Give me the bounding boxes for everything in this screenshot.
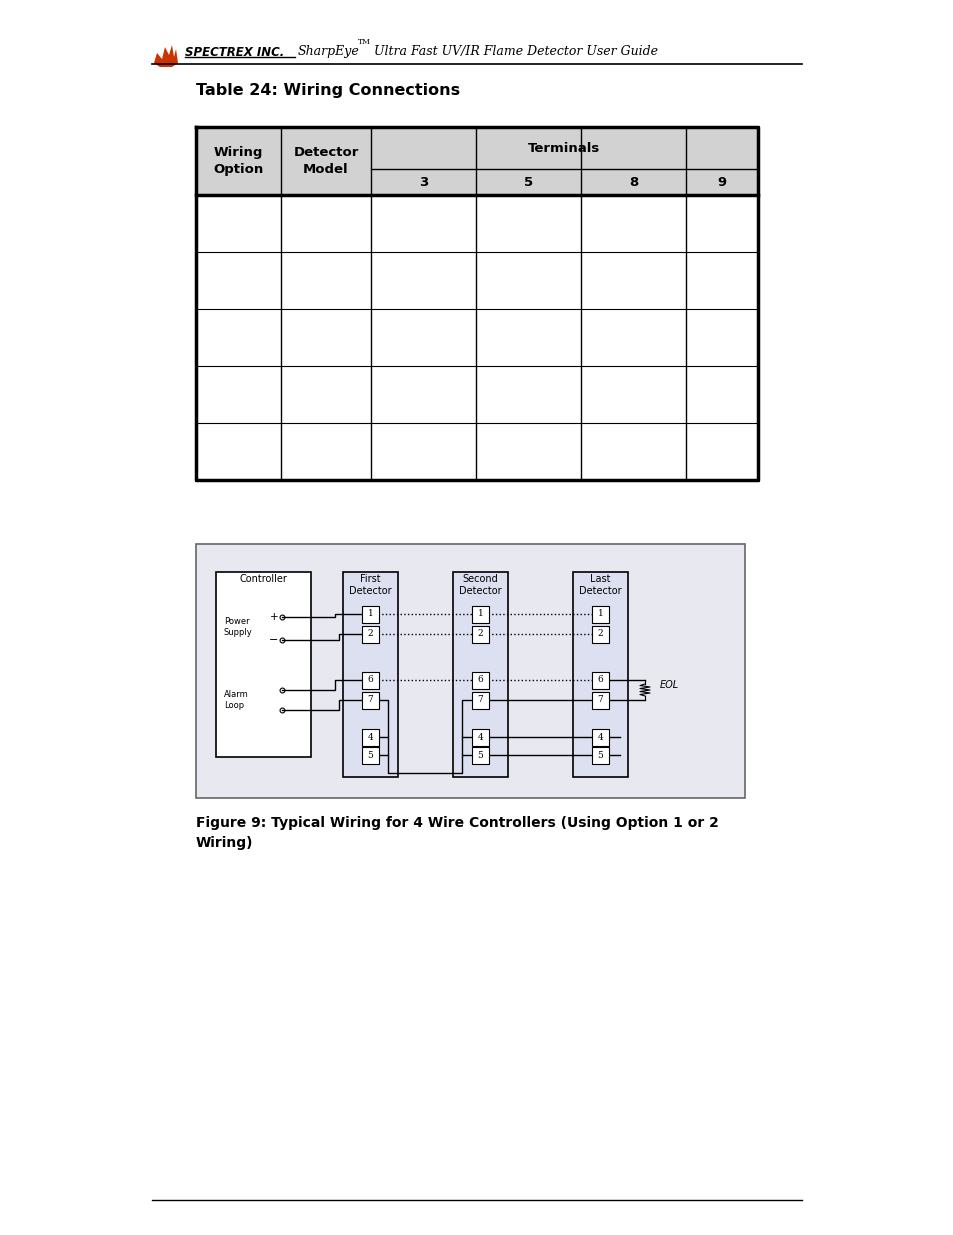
Bar [472, 625, 489, 642]
Bar [361, 692, 378, 709]
Text: 5: 5 [477, 751, 483, 760]
Text: 2: 2 [367, 630, 373, 638]
Text: TM: TM [357, 38, 371, 46]
Bar [361, 672, 378, 688]
Text: SPECTREX INC.: SPECTREX INC. [185, 46, 284, 58]
Bar [361, 746, 378, 763]
Text: Controller: Controller [239, 574, 287, 584]
Bar [592, 729, 608, 746]
Text: Alarm
Loop: Alarm Loop [224, 690, 249, 710]
Text: 5: 5 [597, 751, 603, 760]
Text: 6: 6 [367, 676, 373, 684]
Bar [472, 605, 489, 622]
Text: 5: 5 [523, 175, 533, 189]
Bar [472, 672, 489, 688]
Text: −: − [269, 635, 278, 645]
Text: 2: 2 [477, 630, 483, 638]
Text: 2: 2 [598, 630, 602, 638]
Bar [592, 625, 608, 642]
Bar [472, 729, 489, 746]
Text: Ultra Fast UV/IR Flame Detector User Guide: Ultra Fast UV/IR Flame Detector User Gui… [370, 46, 658, 58]
Bar [592, 672, 608, 688]
Text: 3: 3 [418, 175, 428, 189]
Text: 1: 1 [477, 610, 483, 619]
Bar [472, 746, 489, 763]
Bar [592, 746, 608, 763]
Text: Power
Supply: Power Supply [224, 618, 253, 637]
Bar [573, 572, 627, 777]
Bar [453, 572, 507, 777]
Text: 6: 6 [477, 676, 483, 684]
Text: Table 24: Wiring Connections: Table 24: Wiring Connections [195, 83, 459, 98]
Bar [361, 605, 378, 622]
Bar [361, 625, 378, 642]
Text: 6: 6 [597, 676, 602, 684]
Polygon shape [153, 44, 178, 67]
Text: 4: 4 [367, 732, 373, 741]
Text: Wiring
Option: Wiring Option [213, 146, 263, 177]
Text: 9: 9 [717, 175, 726, 189]
Bar [361, 729, 378, 746]
Bar [195, 543, 744, 798]
Text: +: + [270, 613, 278, 622]
Text: 8: 8 [628, 175, 638, 189]
Bar [195, 195, 758, 480]
Text: Detector
Model: Detector Model [293, 146, 358, 177]
Bar [472, 692, 489, 709]
Text: 1: 1 [597, 610, 602, 619]
Text: 5: 5 [367, 751, 373, 760]
Bar [215, 572, 311, 757]
Text: Terminals: Terminals [528, 142, 600, 154]
Bar [343, 572, 397, 777]
Text: EOL: EOL [659, 680, 679, 690]
Bar [195, 127, 758, 195]
Text: First
Detector: First Detector [349, 574, 392, 597]
Bar [592, 692, 608, 709]
Text: 4: 4 [477, 732, 483, 741]
Text: 1: 1 [367, 610, 373, 619]
Text: SharpEye: SharpEye [297, 46, 359, 58]
Text: Last
Detector: Last Detector [578, 574, 621, 597]
Text: Second
Detector: Second Detector [458, 574, 501, 597]
Bar [592, 605, 608, 622]
Text: 7: 7 [367, 695, 373, 704]
Text: 7: 7 [477, 695, 483, 704]
Text: Figure 9: Typical Wiring for 4 Wire Controllers (Using Option 1 or 2
Wiring): Figure 9: Typical Wiring for 4 Wire Cont… [195, 816, 719, 850]
Text: 7: 7 [597, 695, 602, 704]
Text: 4: 4 [597, 732, 602, 741]
